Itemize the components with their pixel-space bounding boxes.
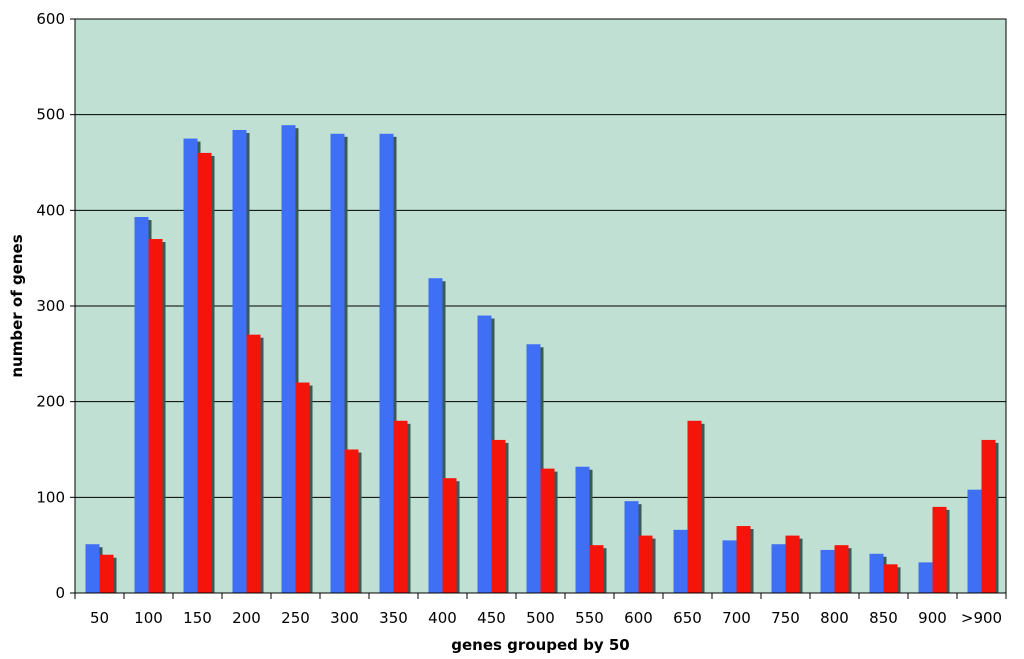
bar-series-1 (134, 217, 149, 593)
x-tick-label: 500 (526, 609, 555, 627)
bar-series-2 (785, 535, 800, 593)
bar-series-1 (232, 129, 247, 593)
x-tick-label: 300 (330, 609, 359, 627)
bar-series-2 (540, 468, 555, 593)
bar-series-2 (393, 420, 408, 593)
bar-series-1 (722, 540, 737, 593)
y-axis-title: number of genes (8, 234, 26, 377)
bars (85, 125, 999, 594)
bar-series-2 (295, 382, 310, 593)
bar-series-2 (932, 506, 947, 593)
bar-series-2 (687, 420, 702, 593)
x-tick-label: 750 (771, 609, 800, 627)
x-tick-label: 350 (379, 609, 408, 627)
bar-series-1 (428, 278, 443, 593)
x-tick-label: 900 (918, 609, 947, 627)
y-tick-label: 500 (36, 106, 65, 124)
x-tick-label: 100 (134, 609, 163, 627)
bar-series-1 (330, 133, 345, 594)
bar-series-2 (99, 554, 114, 593)
x-tick-label: >900 (961, 609, 1002, 627)
bar-series-2 (834, 545, 849, 593)
x-tick-label: 400 (428, 609, 457, 627)
y-tick-label: 600 (36, 10, 65, 28)
bar-series-1 (85, 544, 100, 593)
y-tick-label: 200 (36, 393, 65, 411)
bar-series-2 (442, 478, 457, 593)
bar-series-1 (673, 529, 688, 593)
bar-series-1 (526, 344, 541, 593)
y-tick-label: 400 (36, 201, 65, 219)
bar-series-2 (981, 439, 996, 593)
x-tick-label: 200 (232, 609, 261, 627)
x-tick-label: 650 (673, 609, 702, 627)
bar-series-2 (344, 449, 359, 593)
x-tick-label: 550 (575, 609, 604, 627)
bar-series-1 (183, 138, 198, 594)
bar-series-2 (491, 439, 506, 593)
bar-series-1 (967, 489, 982, 593)
y-tick-label: 100 (36, 488, 65, 506)
bar-series-1 (771, 544, 786, 593)
bar-series-2 (246, 334, 261, 593)
bar-series-1 (281, 125, 296, 593)
bar-series-2 (148, 239, 163, 594)
bar-series-2 (638, 535, 653, 593)
x-tick-label: 600 (624, 609, 653, 627)
x-tick-label: 250 (281, 609, 310, 627)
x-tick-label: 50 (90, 609, 109, 627)
x-tick-label: 700 (722, 609, 751, 627)
bar-series-2 (883, 564, 898, 593)
bar-series-1 (820, 549, 835, 593)
bar-series-2 (736, 526, 751, 593)
bar-series-1 (918, 562, 933, 593)
x-tick-label: 850 (869, 609, 898, 627)
bar-series-1 (575, 466, 590, 593)
bar-series-2 (197, 152, 212, 593)
x-tick-label: 150 (183, 609, 212, 627)
x-tick-label: 800 (820, 609, 849, 627)
y-axis-ticks: 0 100 200 300 400 500 600 (36, 10, 75, 602)
bar-series-1 (379, 133, 394, 594)
y-tick-label: 0 (55, 584, 65, 602)
bar-series-1 (477, 315, 492, 593)
bar-series-1 (869, 553, 884, 593)
y-tick-label: 300 (36, 297, 65, 315)
bar-series-1 (624, 501, 639, 593)
x-axis-ticks: 50 100 150 200 250 300 350 400 450 500 550 600 650 70… (74, 593, 1007, 627)
x-tick-label: 450 (477, 609, 506, 627)
x-axis-title: genes grouped by 50 (451, 636, 630, 654)
bar-series-2 (589, 545, 604, 593)
